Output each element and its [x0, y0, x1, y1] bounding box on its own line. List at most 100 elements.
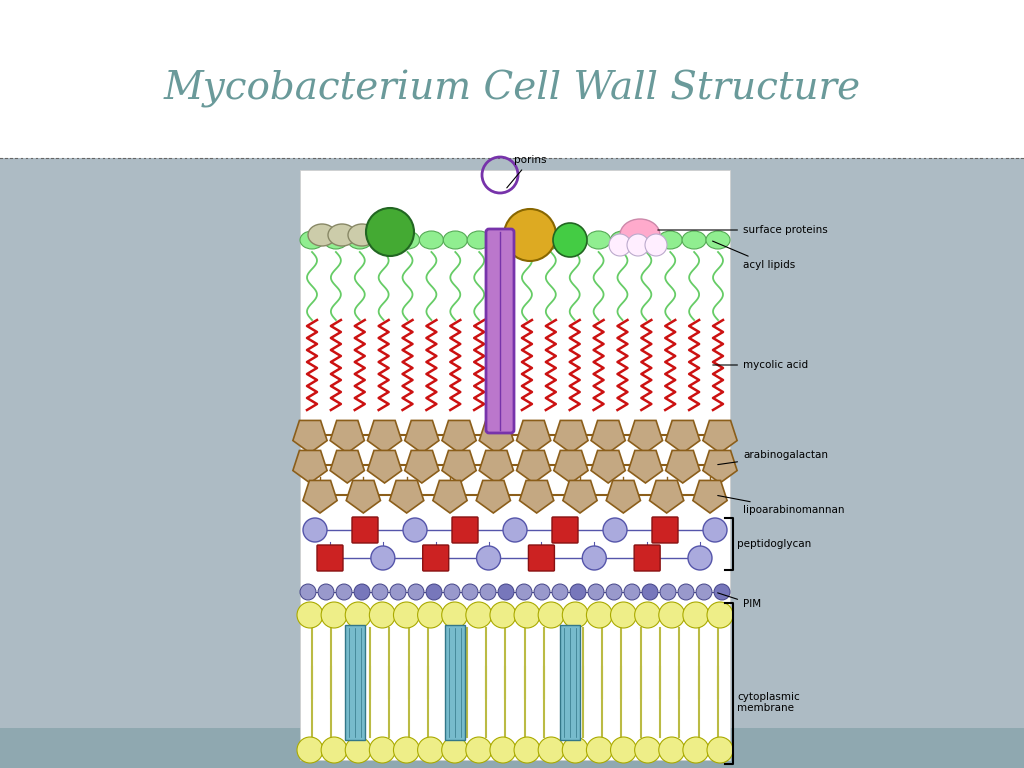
Circle shape [370, 602, 395, 628]
Circle shape [603, 518, 627, 542]
FancyBboxPatch shape [317, 545, 343, 571]
Circle shape [635, 602, 660, 628]
Text: porins: porins [507, 155, 546, 188]
Text: surface proteins: surface proteins [657, 225, 827, 235]
Text: peptidoglycan: peptidoglycan [737, 539, 811, 549]
Polygon shape [666, 451, 699, 483]
FancyBboxPatch shape [528, 545, 554, 571]
Circle shape [489, 737, 516, 763]
Circle shape [534, 584, 550, 600]
Circle shape [466, 737, 492, 763]
Bar [345, 625, 365, 740]
Circle shape [707, 602, 733, 628]
Circle shape [610, 737, 637, 763]
Polygon shape [389, 481, 424, 513]
Circle shape [539, 602, 564, 628]
Circle shape [583, 546, 606, 570]
Ellipse shape [467, 231, 492, 249]
FancyBboxPatch shape [552, 517, 578, 543]
Ellipse shape [443, 231, 467, 249]
Circle shape [476, 546, 501, 570]
Ellipse shape [587, 231, 610, 249]
Ellipse shape [348, 231, 372, 249]
Circle shape [322, 737, 347, 763]
Circle shape [688, 546, 712, 570]
Circle shape [703, 518, 727, 542]
Text: Mycobacterium Cell Wall Structure: Mycobacterium Cell Wall Structure [164, 70, 860, 108]
Circle shape [345, 602, 372, 628]
Bar [0, 728, 1024, 768]
Polygon shape [702, 451, 737, 483]
Circle shape [609, 234, 631, 256]
Text: acyl lipids: acyl lipids [713, 241, 796, 270]
Polygon shape [563, 481, 597, 513]
Ellipse shape [682, 231, 707, 249]
Polygon shape [346, 481, 381, 513]
FancyBboxPatch shape [423, 545, 449, 571]
Polygon shape [649, 481, 684, 513]
FancyBboxPatch shape [352, 517, 378, 543]
Circle shape [372, 584, 388, 600]
Text: lipoarabinomannan: lipoarabinomannan [718, 495, 845, 515]
Circle shape [489, 602, 516, 628]
Circle shape [393, 737, 420, 763]
FancyBboxPatch shape [452, 517, 478, 543]
Ellipse shape [372, 231, 395, 249]
Circle shape [403, 518, 427, 542]
Polygon shape [702, 420, 737, 453]
FancyBboxPatch shape [652, 517, 678, 543]
Circle shape [678, 584, 694, 600]
Circle shape [390, 584, 406, 600]
Polygon shape [606, 481, 640, 513]
Polygon shape [293, 451, 327, 483]
Bar [560, 625, 580, 740]
Circle shape [552, 584, 568, 600]
Ellipse shape [658, 231, 682, 249]
Polygon shape [591, 420, 626, 453]
Circle shape [624, 584, 640, 600]
FancyBboxPatch shape [486, 229, 514, 433]
Circle shape [418, 602, 443, 628]
Circle shape [645, 234, 667, 256]
Circle shape [466, 602, 492, 628]
Polygon shape [516, 420, 551, 453]
Circle shape [393, 602, 420, 628]
Circle shape [408, 584, 424, 600]
Circle shape [336, 584, 352, 600]
Circle shape [658, 602, 685, 628]
Ellipse shape [620, 219, 660, 251]
Ellipse shape [539, 231, 563, 249]
Circle shape [587, 737, 612, 763]
Circle shape [297, 602, 323, 628]
Circle shape [441, 602, 468, 628]
Ellipse shape [634, 231, 658, 249]
Circle shape [303, 518, 327, 542]
Bar [0, 158, 1024, 768]
Circle shape [707, 737, 733, 763]
Circle shape [371, 546, 395, 570]
Circle shape [322, 602, 347, 628]
Polygon shape [479, 451, 513, 483]
Circle shape [562, 602, 589, 628]
Polygon shape [330, 451, 365, 483]
Circle shape [696, 584, 712, 600]
Circle shape [539, 737, 564, 763]
Circle shape [370, 737, 395, 763]
Ellipse shape [328, 224, 356, 246]
Ellipse shape [324, 231, 348, 249]
Circle shape [514, 737, 540, 763]
Circle shape [444, 584, 460, 600]
Polygon shape [519, 481, 554, 513]
Polygon shape [442, 420, 476, 453]
Circle shape [418, 737, 443, 763]
Text: PIM: PIM [718, 593, 761, 609]
Polygon shape [368, 451, 401, 483]
Circle shape [441, 737, 468, 763]
Circle shape [514, 602, 540, 628]
Polygon shape [554, 420, 588, 453]
Polygon shape [479, 420, 513, 453]
Bar [300, 170, 730, 760]
Polygon shape [629, 451, 663, 483]
Polygon shape [591, 451, 626, 483]
FancyBboxPatch shape [634, 545, 660, 571]
